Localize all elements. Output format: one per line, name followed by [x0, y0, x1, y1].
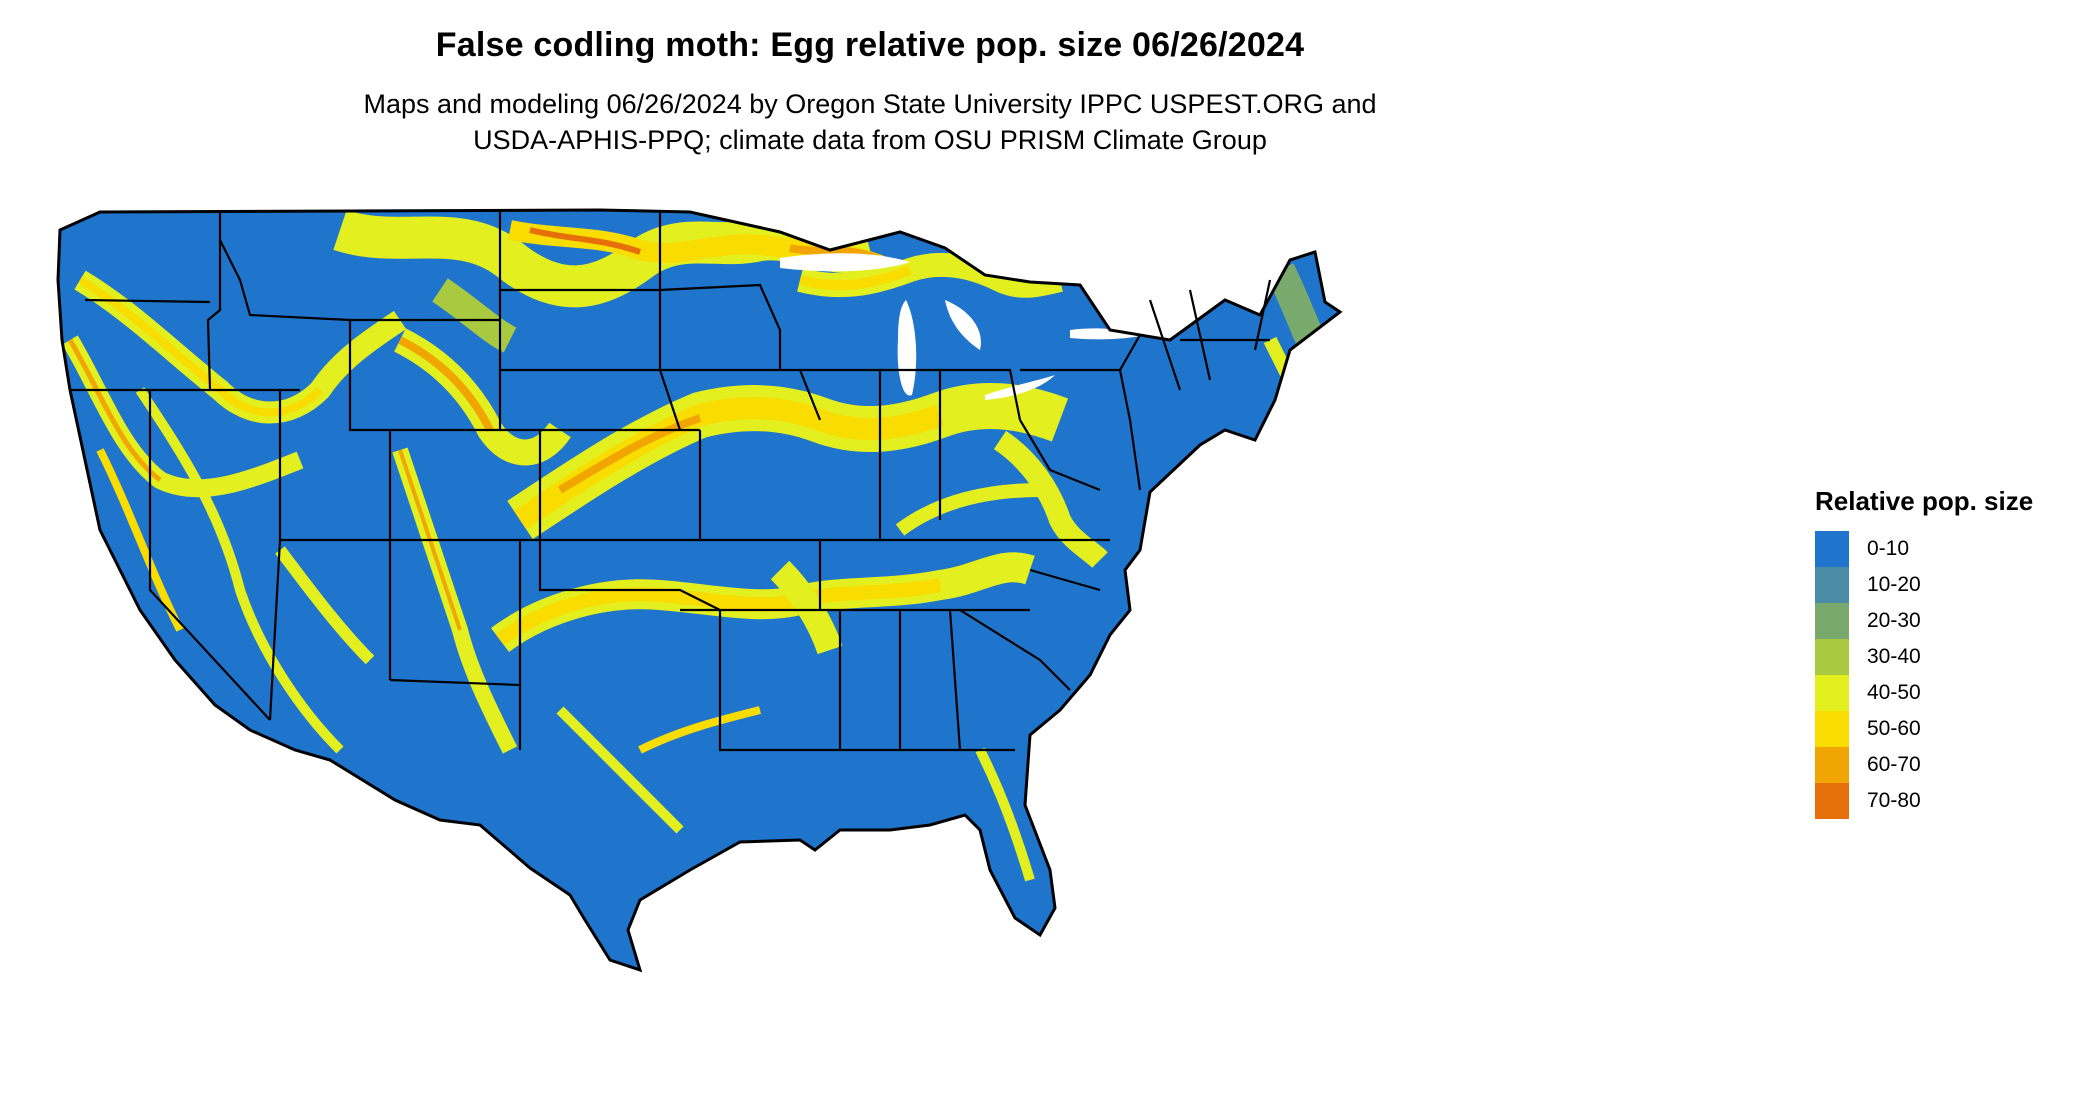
legend-item: 70-80 — [1815, 783, 2075, 819]
band-wyoming-north — [432, 278, 517, 353]
lake-erie — [985, 375, 1055, 400]
border-colorado — [390, 428, 542, 542]
great-lakes — [780, 253, 1140, 400]
band-utah — [275, 546, 375, 665]
border-id-mt — [219, 239, 351, 322]
border-ny-pa — [1119, 334, 1141, 371]
border-tx-la — [718, 610, 800, 752]
border-new-england — [1148, 289, 1212, 391]
legend-item: 40-50 — [1815, 675, 2075, 711]
legend-label: 10-20 — [1867, 573, 1921, 596]
legend-swatch — [1815, 675, 1849, 711]
border-gulf-states — [838, 609, 962, 751]
band-appalachia — [993, 430, 1108, 569]
legend-item: 60-70 — [1815, 747, 2075, 783]
border-ok-tx — [538, 540, 721, 611]
legend-label: 50-60 — [1867, 717, 1921, 740]
band-texas-gulf — [638, 706, 761, 754]
border-wv-va — [1019, 419, 1101, 492]
legend-label: 40-50 — [1867, 681, 1921, 704]
band-central-hot — [557, 414, 702, 494]
band-wyoming-core — [398, 336, 494, 432]
legend-item: 20-30 — [1815, 603, 2075, 639]
band-tennessee — [895, 483, 1041, 536]
band-mississippi — [770, 560, 843, 655]
border-wa-id — [206, 212, 222, 391]
legend-swatch — [1815, 747, 1849, 783]
lake-huron — [945, 300, 981, 350]
legend-item: 10-20 — [1815, 567, 2075, 603]
legend-item: 50-60 — [1815, 711, 2075, 747]
band-upper-peninsula-core — [798, 265, 912, 291]
legend-swatch — [1815, 531, 1849, 567]
legend-swatch — [1815, 567, 1849, 603]
band-california — [96, 448, 184, 632]
legend-item: 0-10 — [1815, 531, 2075, 567]
band-southern-mid — [495, 578, 942, 646]
us-map-svg — [56, 208, 1342, 972]
border-ga-sc — [959, 609, 1071, 691]
subtitle-line-1: Maps and modeling 06/26/2024 by Oregon S… — [363, 89, 1377, 119]
border-md-de — [1128, 419, 1142, 491]
legend-label: 60-70 — [1867, 753, 1921, 776]
map-title: False codling moth: Egg relative pop. si… — [435, 26, 1305, 64]
band-oregon-core — [67, 338, 162, 482]
border-oh — [940, 368, 1022, 421]
band-northern-plains-hot — [529, 227, 641, 255]
lake-michigan — [897, 300, 917, 396]
us-map — [40, 190, 1800, 1110]
legend-label: 0-10 — [1867, 537, 1910, 560]
legend-swatch — [1815, 639, 1849, 675]
map-subtitle: Maps and modeling 06/26/2024 by Oregon S… — [0, 86, 1740, 158]
legend-items: 0-10 10-20 20-30 30-40 40-50 50-60 60-70 70-80 — [1815, 531, 2075, 819]
subtitle-line-2: USDA-APHIS-PPQ; climate data from OSU PR… — [473, 125, 1267, 155]
band-florida — [975, 747, 1035, 882]
legend-item: 30-40 — [1815, 639, 2075, 675]
border-nh-me — [1253, 279, 1272, 351]
border-nc-sc — [1029, 568, 1101, 592]
band-great-basin — [135, 387, 344, 754]
legend-swatch — [1815, 603, 1849, 639]
border-mn-wi — [659, 283, 782, 370]
state-borders — [70, 210, 1272, 752]
legend-label: 70-80 — [1867, 789, 1921, 812]
band-texas — [556, 706, 684, 834]
border-ca-nv — [148, 390, 271, 721]
legend-title: Relative pop. size — [1815, 486, 2034, 516]
border-wa-or — [84, 298, 211, 304]
legend: Relative pop. size 0-10 10-20 20-30 30-40 40… — [1815, 486, 2075, 819]
legend-swatch — [1815, 711, 1849, 747]
legend-label: 20-30 — [1867, 609, 1921, 632]
lake-superior — [780, 253, 910, 272]
legend-swatch — [1815, 783, 1849, 819]
legend-label: 30-40 — [1867, 645, 1921, 668]
